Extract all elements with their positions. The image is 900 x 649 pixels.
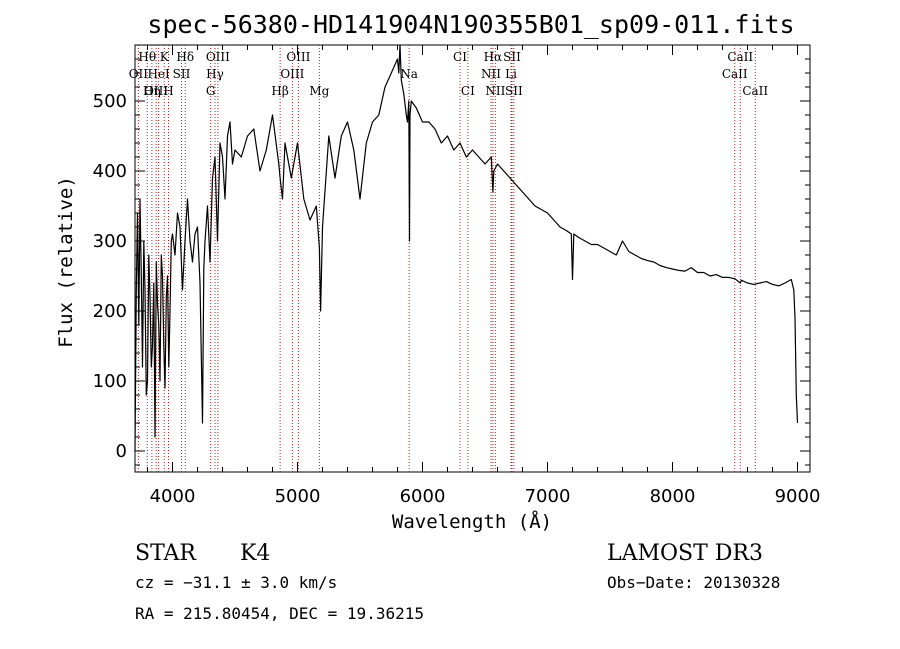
line-markers <box>137 45 756 472</box>
line-marker-label: Hδ <box>176 50 194 64</box>
line-marker-label: K <box>160 50 170 64</box>
x-tick-label: 5000 <box>275 486 321 507</box>
x-tick-label: 9000 <box>775 486 821 507</box>
chart-title: spec-56380-HD141904N190355B01_sp09-011.f… <box>147 10 794 39</box>
line-marker-label: Li <box>505 67 517 81</box>
y-tick-label: 400 <box>93 161 127 182</box>
y-tick-label: 200 <box>93 301 127 322</box>
line-marker-label: Mg <box>309 84 329 98</box>
x-tick-labels: 4000 5000 6000 7000 8000 9000 <box>150 486 821 507</box>
line-marker-label: CI <box>461 84 475 98</box>
line-marker-label: SII <box>505 84 523 98</box>
y-tick-labels: 0 100 200 300 400 500 <box>93 91 127 462</box>
line-marker-label: Hα <box>484 50 503 64</box>
line-marker-label: Hη <box>143 84 161 98</box>
line-marker-label: CaII <box>727 50 753 64</box>
object-class: STAR <box>135 541 197 566</box>
survey-name: LAMOST DR3 <box>607 541 763 566</box>
line-marker-label: OIII <box>144 84 168 98</box>
y-tick-label: 0 <box>116 441 127 462</box>
object-subclass: K4 <box>240 541 270 566</box>
line-marker-label: Hθ <box>138 50 156 64</box>
y-tick-label: 500 <box>93 91 127 112</box>
redshift-info: cz = −31.1 ± 3.0 km/s <box>135 573 337 592</box>
line-marker-label: OIII <box>286 50 310 64</box>
observation-date: Obs−Date: 20130328 <box>607 573 780 592</box>
line-marker-label: SII <box>173 67 191 81</box>
x-tick-label: 4000 <box>150 486 196 507</box>
line-marker-label: CaII <box>742 84 768 98</box>
line-marker-label: CaII <box>722 67 748 81</box>
line-marker-label: OII <box>129 67 149 81</box>
line-marker-label: H <box>163 84 173 98</box>
x-tick-label: 7000 <box>525 486 571 507</box>
axis-ticks <box>135 44 810 472</box>
x-axis-label: Wavelength (Å) <box>392 510 552 533</box>
line-marker-label: SII <box>503 50 521 64</box>
coordinates: RA = 215.80454, DEC = 19.36215 <box>135 604 424 623</box>
y-tick-label: 300 <box>93 231 127 252</box>
series-line <box>134 44 799 452</box>
line-marker-label: G <box>206 84 216 98</box>
series-group <box>134 44 799 452</box>
x-tick-label: 8000 <box>650 486 696 507</box>
line-marker-label: NII <box>481 67 501 81</box>
line-marker-label: CI <box>453 50 467 64</box>
y-axis-label: Flux (relative) <box>55 176 77 348</box>
line-marker-label: Hβ <box>271 84 288 98</box>
plot-frame <box>134 44 811 473</box>
x-tick-label: 6000 <box>400 486 446 507</box>
line-marker-label: OIII <box>280 67 304 81</box>
line-marker-label: Hγ <box>206 67 224 81</box>
line-marker-label: Na <box>400 67 418 81</box>
line-marker-label: OIII <box>206 50 230 64</box>
line-marker-label: HeI <box>147 67 170 81</box>
y-tick-label: 100 <box>93 371 127 392</box>
line-marker-label: NII <box>485 84 505 98</box>
